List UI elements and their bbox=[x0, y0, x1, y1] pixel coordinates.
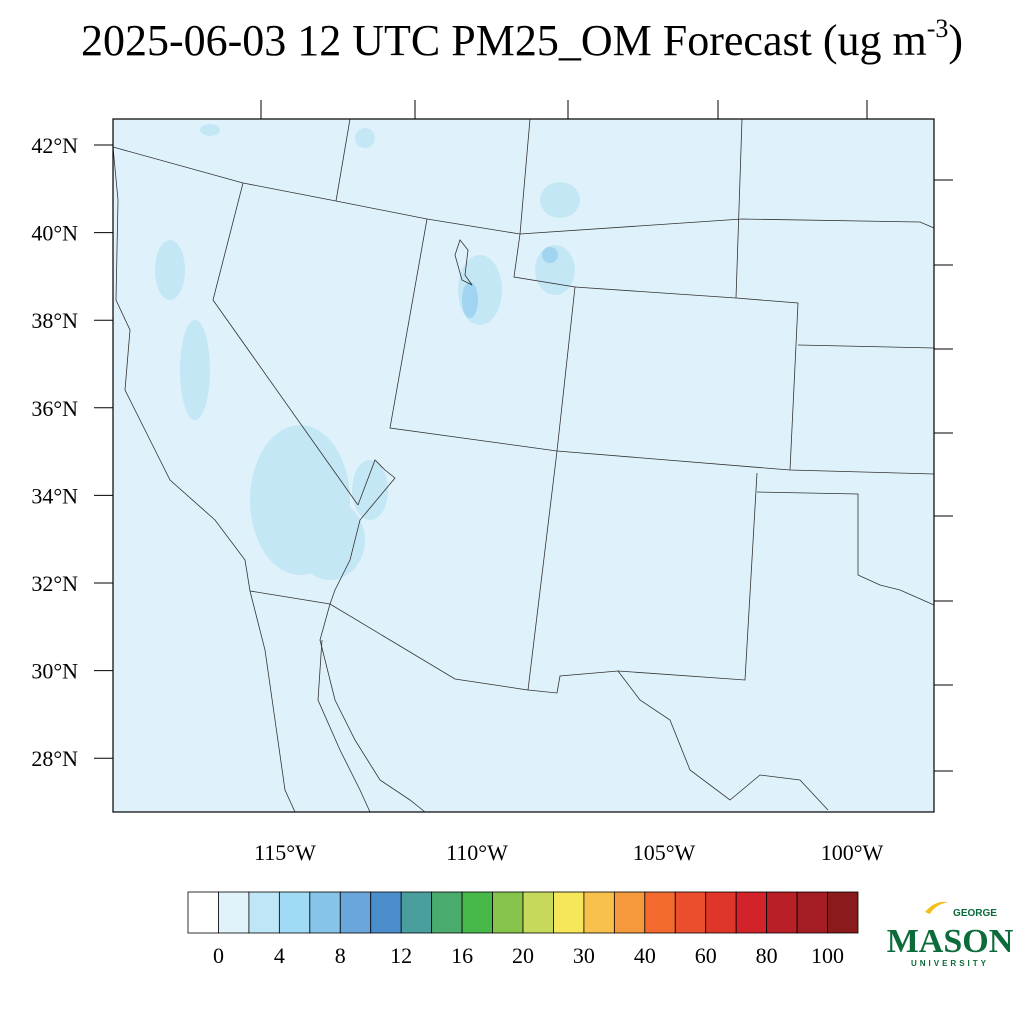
colorbar-box bbox=[522, 891, 554, 934]
colorbar-box bbox=[278, 891, 311, 934]
colorbar-box bbox=[309, 891, 341, 934]
latitude-label: 36°N bbox=[31, 396, 78, 421]
logo-top: GEORGE bbox=[953, 908, 997, 919]
colorbar: 0 4 8 12 16 20 30 40 60 80 100 bbox=[187, 891, 859, 968]
colorbar-box bbox=[827, 891, 859, 934]
colorbar-box bbox=[461, 891, 493, 934]
colorbar-label: 16 bbox=[451, 943, 473, 968]
longitude-label: 115°W bbox=[254, 840, 316, 865]
colorbar-box bbox=[339, 891, 372, 934]
map-background bbox=[113, 119, 934, 812]
colorbar-label: 20 bbox=[512, 943, 534, 968]
colorbar-box bbox=[583, 891, 615, 934]
logo-main: MASON bbox=[887, 923, 1014, 960]
colorbar-label: 8 bbox=[335, 943, 346, 968]
colorbar-box bbox=[735, 891, 768, 934]
colorbar-label: 0 bbox=[213, 943, 224, 968]
colorbar-box bbox=[796, 891, 828, 934]
logo-bottom: UNIVERSITY bbox=[911, 959, 989, 968]
latitude-label: 34°N bbox=[31, 483, 78, 508]
frame-ticks bbox=[260, 100, 953, 772]
title: 2025-06-03 12 UTC PM25_OM Forecast (ug m… bbox=[81, 14, 963, 65]
logo: GEORGE MASON UNIVERSITY bbox=[887, 901, 1014, 968]
colorbar-label: 30 bbox=[573, 943, 595, 968]
colorbar-box bbox=[248, 891, 280, 934]
colorbar-label: 40 bbox=[634, 943, 656, 968]
colorbar-label: 12 bbox=[390, 943, 412, 968]
colorbar-box bbox=[553, 891, 585, 934]
latitude-label: 42°N bbox=[31, 133, 78, 158]
title-text: 2025-06-03 12 UTC PM25_OM Forecast (ug m bbox=[81, 16, 927, 65]
title-suffix: ) bbox=[948, 16, 963, 65]
latitude-label: 40°N bbox=[31, 221, 78, 246]
latitude-label: 32°N bbox=[31, 571, 78, 596]
colorbar-box bbox=[431, 891, 463, 934]
colorbar-box bbox=[705, 891, 737, 934]
colorbar-box bbox=[492, 891, 524, 934]
latitude-label: 30°N bbox=[31, 659, 78, 684]
colorbar-box bbox=[400, 891, 433, 934]
colorbar-label: 80 bbox=[756, 943, 778, 968]
map bbox=[112, 100, 953, 813]
longitude-label: 105°W bbox=[633, 840, 696, 865]
latitude-labels: 42°N 40°N 38°N 36°N 34°N 32°N 30°N 28°N bbox=[31, 133, 113, 771]
colorbar-box bbox=[613, 891, 646, 934]
colorbar-label: 100 bbox=[811, 943, 844, 968]
colorbar-box bbox=[218, 891, 250, 934]
colorbar-label: 4 bbox=[274, 943, 285, 968]
latitude-label: 28°N bbox=[31, 746, 78, 771]
colorbar-box bbox=[370, 891, 402, 934]
longitude-label: 110°W bbox=[446, 840, 508, 865]
concentration-areas bbox=[155, 124, 580, 580]
title-superscript: -3 bbox=[927, 14, 949, 43]
borders bbox=[112, 118, 935, 813]
colorbar-box bbox=[644, 891, 676, 934]
colorbar-label: 60 bbox=[695, 943, 717, 968]
latitude-label: 38°N bbox=[31, 308, 78, 333]
map-frame bbox=[112, 118, 935, 813]
colorbar-box bbox=[674, 891, 707, 934]
colorbar-box bbox=[766, 891, 798, 934]
longitude-label: 100°W bbox=[821, 840, 884, 865]
longitude-labels: 115°W 110°W 105°W 100°W bbox=[254, 840, 883, 865]
colorbar-box bbox=[187, 891, 219, 934]
